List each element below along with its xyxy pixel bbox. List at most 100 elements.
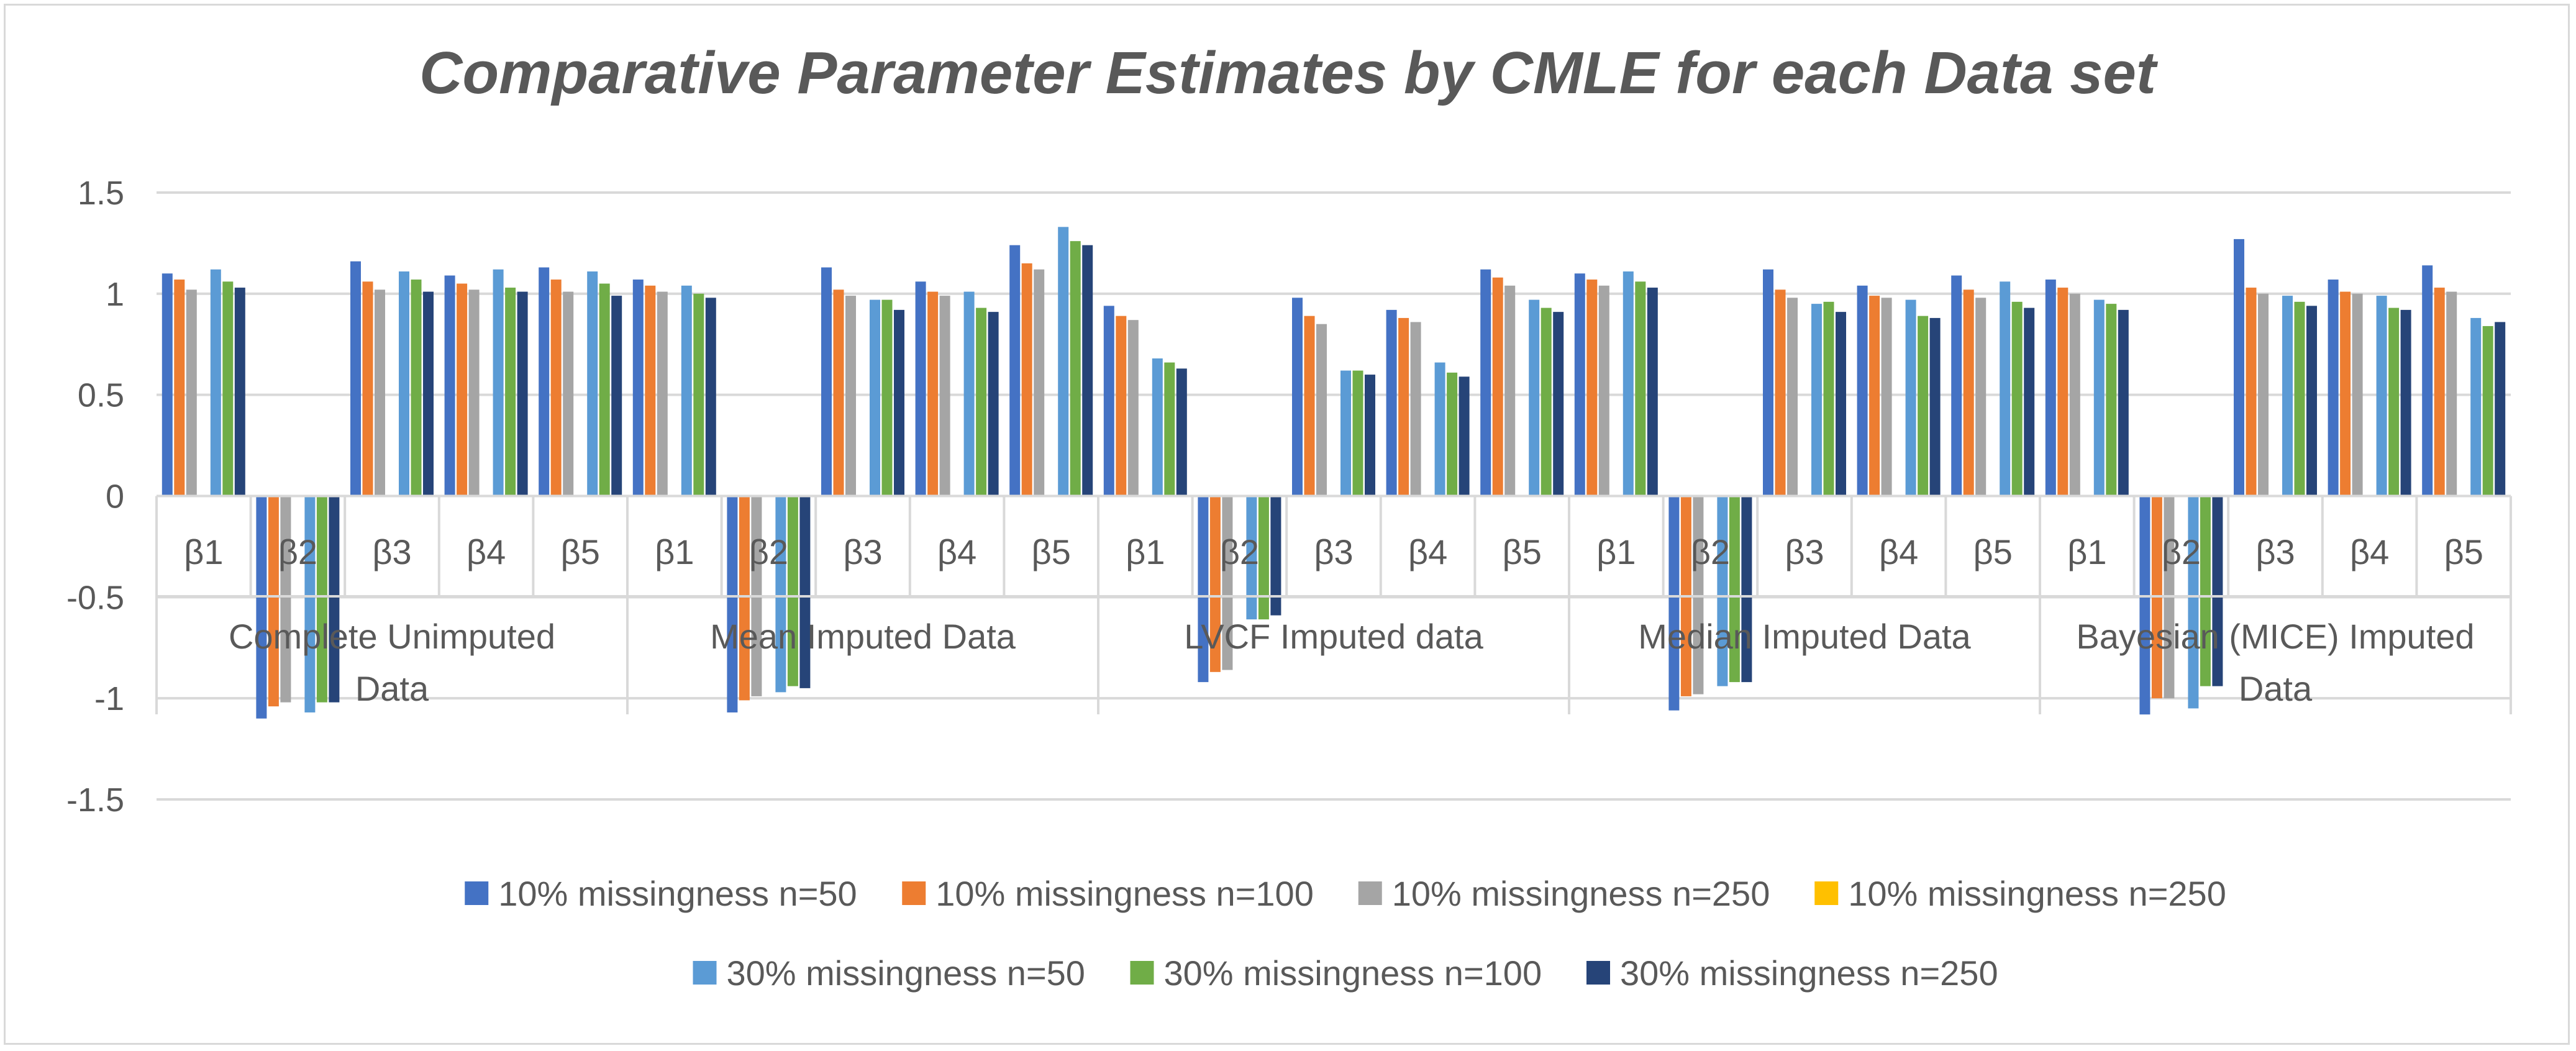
category-label: β5 xyxy=(1032,532,1071,571)
legend-label: 30% missingness n=50 xyxy=(727,953,1085,993)
bar xyxy=(1598,285,1609,496)
bar xyxy=(1529,299,1540,496)
bar xyxy=(1434,362,1445,496)
category-label: β5 xyxy=(561,532,600,571)
bar xyxy=(1623,271,1634,496)
bar xyxy=(234,288,245,496)
bar xyxy=(870,299,880,496)
legend-swatch xyxy=(1586,961,1610,985)
bar xyxy=(1857,285,1868,496)
bar xyxy=(1504,285,1516,496)
bar xyxy=(468,289,480,496)
bar xyxy=(2434,288,2445,496)
bar xyxy=(375,289,385,496)
bar xyxy=(632,280,644,496)
bar xyxy=(1340,370,1351,496)
bar xyxy=(1717,496,1728,686)
legend-swatch xyxy=(465,881,489,905)
bar xyxy=(1365,375,1375,496)
bar xyxy=(963,291,975,496)
legend-swatch xyxy=(902,881,926,905)
bar xyxy=(881,299,893,496)
bar xyxy=(1058,227,1069,496)
bar xyxy=(2024,307,2035,496)
bar xyxy=(2376,296,2387,496)
bar xyxy=(399,271,409,496)
category-label: β3 xyxy=(843,532,882,571)
bar xyxy=(833,289,844,496)
bar xyxy=(350,261,361,496)
bar xyxy=(1963,289,1974,496)
category-label: β3 xyxy=(1785,532,1824,571)
category-axis: β1 β2 β3 β4 β5 Complete Unimputed Data β1 β2 β3 β4… xyxy=(155,494,2512,714)
bar xyxy=(444,275,455,496)
bar xyxy=(1586,280,1598,496)
category-label: β3 xyxy=(372,532,411,571)
bar xyxy=(539,267,550,496)
bar xyxy=(1103,306,1114,496)
y-tick-label: -1.5 xyxy=(66,781,124,819)
bar xyxy=(2011,301,2023,496)
bar xyxy=(304,496,316,712)
category-label: β2 xyxy=(749,532,788,571)
category-label: β2 xyxy=(2162,532,2201,571)
bar xyxy=(2470,317,2482,496)
bar xyxy=(1447,372,1458,496)
bar xyxy=(2069,293,2080,496)
bar xyxy=(280,496,291,703)
bar xyxy=(2000,281,2011,496)
legend: 10% missingness n=50 10% missingness n=10… xyxy=(465,874,2226,993)
legend-swatch xyxy=(1814,881,1839,905)
bar xyxy=(915,281,926,496)
category-label: β5 xyxy=(2444,532,2483,571)
bar xyxy=(1009,245,1021,496)
bar xyxy=(1975,298,1987,496)
bar xyxy=(362,281,373,496)
bar xyxy=(1176,368,1187,496)
bar xyxy=(645,285,656,496)
bar xyxy=(2352,293,2363,496)
bar xyxy=(1316,324,1327,496)
bar xyxy=(2446,291,2457,496)
bar xyxy=(1270,496,1281,616)
bar xyxy=(1034,269,1045,496)
bar xyxy=(2495,322,2506,496)
legend-swatch xyxy=(693,961,717,985)
bar xyxy=(1635,281,1646,496)
bar xyxy=(2328,280,2339,496)
bar xyxy=(1763,269,1773,496)
bar xyxy=(493,269,504,496)
bar xyxy=(739,496,750,701)
bar xyxy=(727,496,738,712)
bar xyxy=(705,298,716,496)
bar xyxy=(1553,312,1564,496)
bar xyxy=(2400,309,2411,496)
bar xyxy=(1082,245,1093,496)
bar xyxy=(1222,496,1233,670)
legend-label: 30% missingness n=250 xyxy=(1620,953,1998,993)
bar xyxy=(2188,496,2199,709)
bar xyxy=(599,283,610,496)
category-label: β2 xyxy=(278,532,317,571)
bar xyxy=(2282,296,2293,496)
group-label: Complete Unimputed xyxy=(229,617,555,656)
bars xyxy=(162,227,2506,719)
group-label: Bayesian (MICE) Imputed xyxy=(2076,617,2474,656)
group-label: Data xyxy=(355,669,429,708)
bar xyxy=(2246,288,2257,496)
bar xyxy=(1246,496,1257,620)
bar xyxy=(799,496,811,688)
bar xyxy=(1929,317,1941,496)
category-label: β1 xyxy=(2067,532,2106,571)
bar xyxy=(587,271,598,496)
y-axis-tick-labels: 1.5 1 0.5 0 -0.5 -1 -1.5 xyxy=(66,175,124,819)
category-label: β1 xyxy=(655,532,694,571)
bar xyxy=(329,496,340,703)
bar xyxy=(1021,263,1032,496)
bar xyxy=(2422,265,2433,496)
bar xyxy=(2139,496,2150,715)
bar xyxy=(1304,316,1315,496)
bar xyxy=(1386,309,1397,496)
legend-label: 10% missingness n=100 xyxy=(935,874,1314,913)
y-tick-label: 0.5 xyxy=(78,377,124,414)
